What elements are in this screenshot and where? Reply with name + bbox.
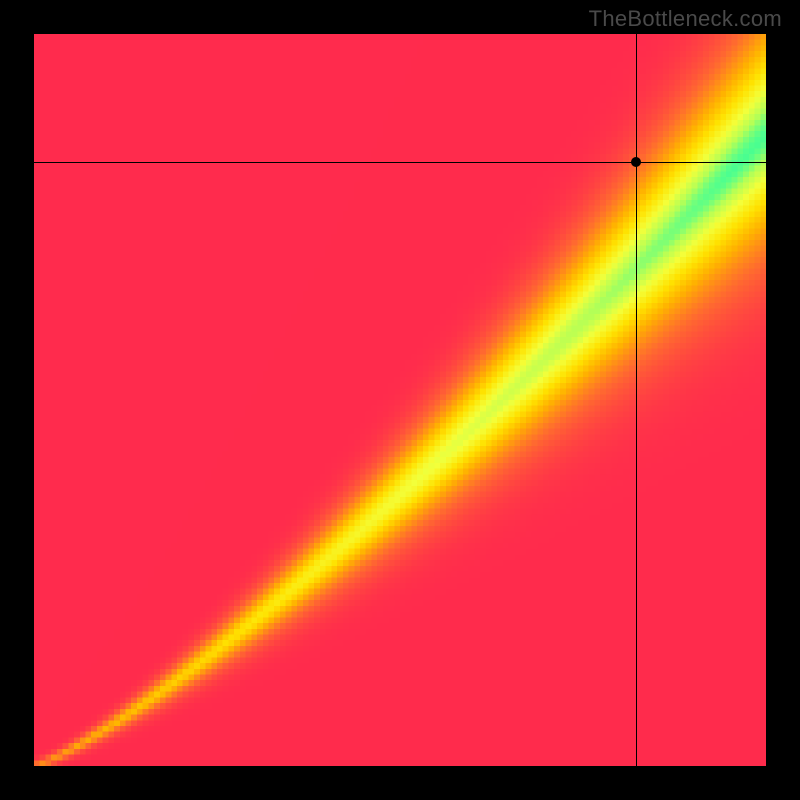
crosshair-marker (631, 157, 641, 167)
heatmap-canvas (34, 34, 766, 766)
crosshair-horizontal (34, 162, 766, 163)
crosshair-vertical (636, 34, 637, 766)
watermark: TheBottleneck.com (589, 6, 782, 32)
plot-area (34, 34, 766, 766)
